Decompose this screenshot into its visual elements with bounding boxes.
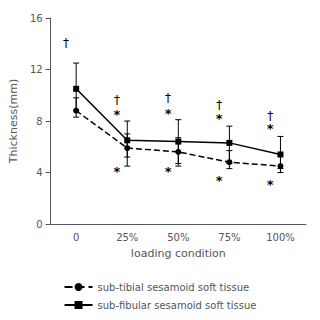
svg-text:†: † (216, 98, 222, 112)
svg-text:75%: 75% (218, 232, 240, 243)
svg-text:sub-fibular sesamoid soft tiss: sub-fibular sesamoid soft tissue (98, 300, 257, 311)
svg-text:*: * (165, 164, 172, 179)
svg-text:*: * (216, 111, 223, 126)
svg-text:*: * (165, 106, 172, 121)
svg-text:12: 12 (30, 64, 43, 75)
svg-text:*: * (267, 121, 274, 136)
svg-text:25%: 25% (116, 232, 138, 243)
svg-text:8: 8 (36, 116, 42, 127)
svg-text:*: * (114, 107, 121, 122)
svg-text:*: * (267, 177, 274, 192)
svg-text:16: 16 (30, 13, 43, 24)
svg-text:0: 0 (73, 232, 79, 243)
svg-text:†: † (63, 36, 69, 50)
svg-text:*: * (114, 164, 121, 179)
svg-text:sub-tibial sesamoid soft tissu: sub-tibial sesamoid soft tissue (98, 282, 250, 293)
svg-text:4: 4 (36, 167, 42, 178)
svg-text:†: † (114, 93, 120, 107)
svg-text:50%: 50% (167, 232, 189, 243)
svg-text:0: 0 (36, 219, 42, 230)
svg-text:loading condition: loading condition (131, 247, 226, 260)
svg-text:Thickness(mm): Thickness(mm) (7, 79, 20, 164)
svg-text:†: † (165, 91, 171, 105)
svg-text:100%: 100% (266, 232, 295, 243)
svg-text:*: * (216, 173, 223, 188)
